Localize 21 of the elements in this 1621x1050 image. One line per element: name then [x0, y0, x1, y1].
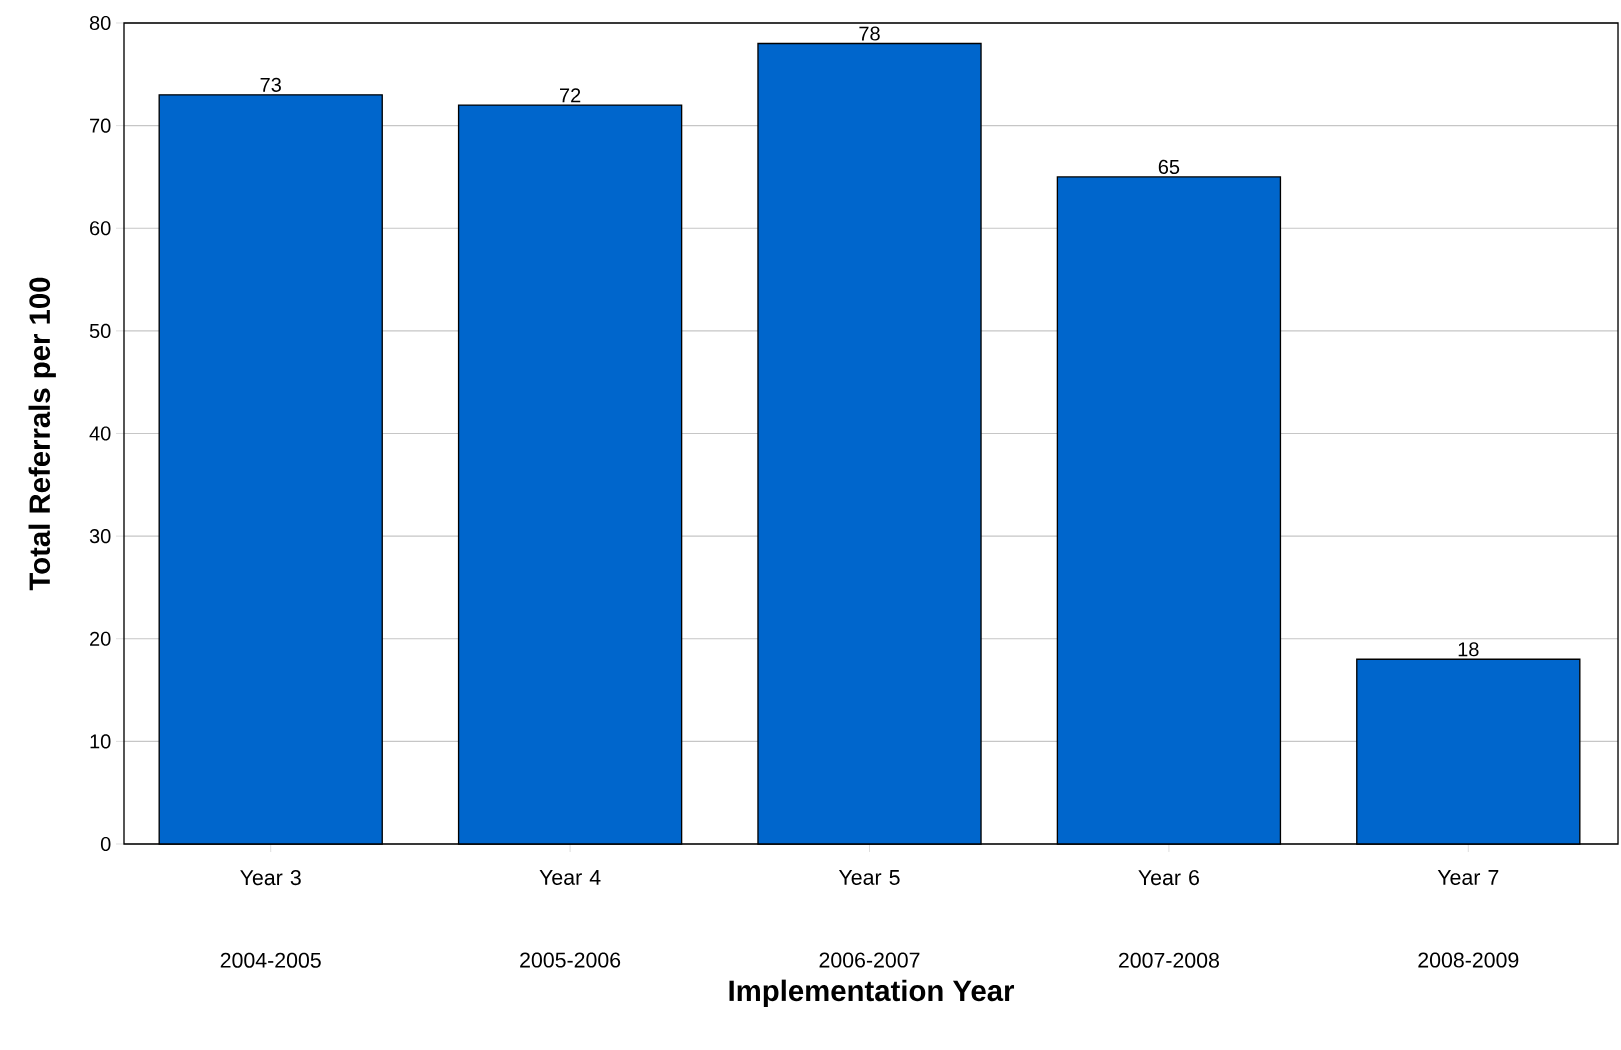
- y-axis-title: Total Referrals per 100: [28, 277, 56, 591]
- category-label: Year 7 2008-2009: [1418, 870, 1519, 968]
- category-label: Year 6 2007-2008: [1118, 870, 1219, 968]
- y-tick-label: 50: [89, 323, 111, 338]
- y-tick-label: 60: [90, 221, 111, 236]
- data-label: 18: [1458, 642, 1479, 657]
- y-tick-label: 10: [90, 734, 111, 749]
- y-tick-label: 20: [90, 631, 111, 646]
- data-label: 72: [560, 88, 581, 103]
- data-label: 78: [859, 26, 880, 41]
- y-tick-label: 40: [89, 426, 111, 441]
- category-label: Year 3 2004-2005: [220, 870, 321, 968]
- data-label: 65: [1158, 159, 1180, 174]
- y-tick-label: 80: [89, 15, 111, 31]
- y-tick-label: 0: [100, 836, 111, 852]
- category-label: Year 5 2006-2007: [819, 870, 920, 968]
- category-label: Year 4 2005-2006: [520, 870, 621, 968]
- x-axis-title: Implementation Year: [729, 979, 1015, 1007]
- y-tick-label: 70: [90, 118, 111, 133]
- data-label: 73: [260, 77, 281, 92]
- y-tick-label: 30: [89, 529, 111, 544]
